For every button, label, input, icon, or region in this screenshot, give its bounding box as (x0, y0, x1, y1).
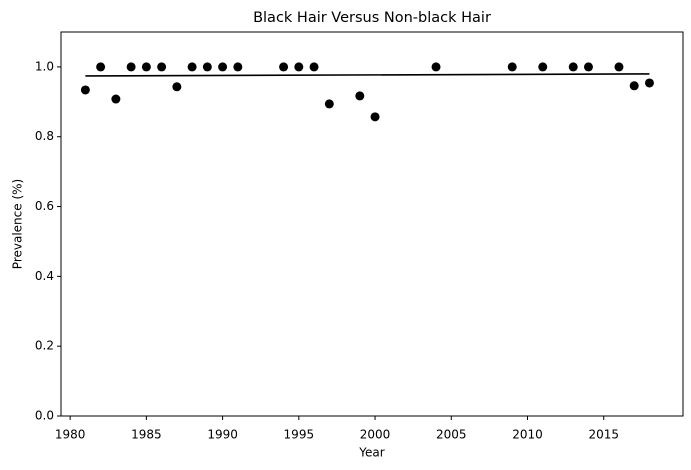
point (279, 62, 289, 72)
x-tick-label: 2010 (512, 428, 543, 442)
x-tick-label: 1980 (55, 428, 86, 442)
point (202, 62, 212, 72)
x-tick-label: 1995 (284, 428, 315, 442)
point (644, 78, 654, 88)
point (111, 94, 121, 104)
point (218, 62, 228, 72)
trend-line (85, 73, 650, 77)
y-tick-label: 0.8 (35, 129, 54, 143)
y-axis-label: Prevalence (%) (11, 179, 25, 269)
point (157, 62, 167, 72)
plot-frame (60, 31, 684, 417)
point (370, 112, 380, 122)
y-tick-label: 0.6 (35, 199, 54, 213)
point (324, 99, 334, 109)
point (187, 62, 197, 72)
y-tick-label: 0.2 (35, 339, 54, 353)
point (355, 91, 365, 101)
point (233, 62, 243, 72)
point (309, 62, 319, 72)
x-tick-label: 2005 (436, 428, 467, 442)
point (629, 81, 639, 91)
chart-title: Black Hair Versus Non-black Hair (253, 10, 491, 26)
point (568, 62, 578, 72)
x-axis-label: Year (358, 446, 384, 460)
point (431, 62, 441, 72)
point (141, 62, 151, 72)
y-tick-label: 0.0 (35, 409, 54, 423)
x-tick-label: 2000 (360, 428, 391, 442)
y-tick-label: 1.0 (35, 59, 54, 73)
point (294, 62, 304, 72)
point (507, 62, 517, 72)
point (583, 62, 593, 72)
point (96, 62, 106, 72)
y-tick-label: 0.4 (35, 269, 54, 283)
point (126, 62, 136, 72)
point (614, 62, 624, 72)
x-tick-label: 1990 (207, 428, 238, 442)
point (80, 85, 90, 95)
x-tick-label: 2015 (588, 428, 619, 442)
x-tick-label: 1985 (131, 428, 162, 442)
point (538, 62, 548, 72)
point (172, 82, 182, 92)
